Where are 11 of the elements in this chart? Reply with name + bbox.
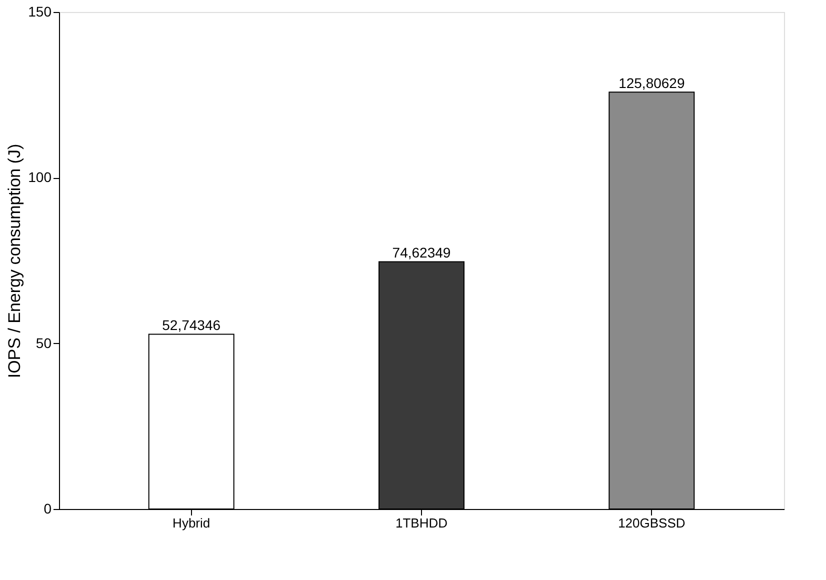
data-label: 125,80629 (618, 75, 685, 92)
y-tick-label: 100 (28, 169, 52, 186)
y-tick-label: 0 (44, 500, 52, 516)
y-axis-title: IOPS / Energy consumption (J) (5, 144, 24, 378)
x-tick-label: 120GBSSD (618, 516, 686, 530)
y-tick-label: 50 (36, 334, 52, 351)
x-tick-label: 1TBHDD (395, 516, 448, 530)
y-tick-label: 150 (28, 4, 52, 20)
x-tick-label: Hybrid (172, 516, 210, 530)
data-label: 74,62349 (392, 244, 451, 261)
data-label: 52,74346 (162, 317, 221, 334)
